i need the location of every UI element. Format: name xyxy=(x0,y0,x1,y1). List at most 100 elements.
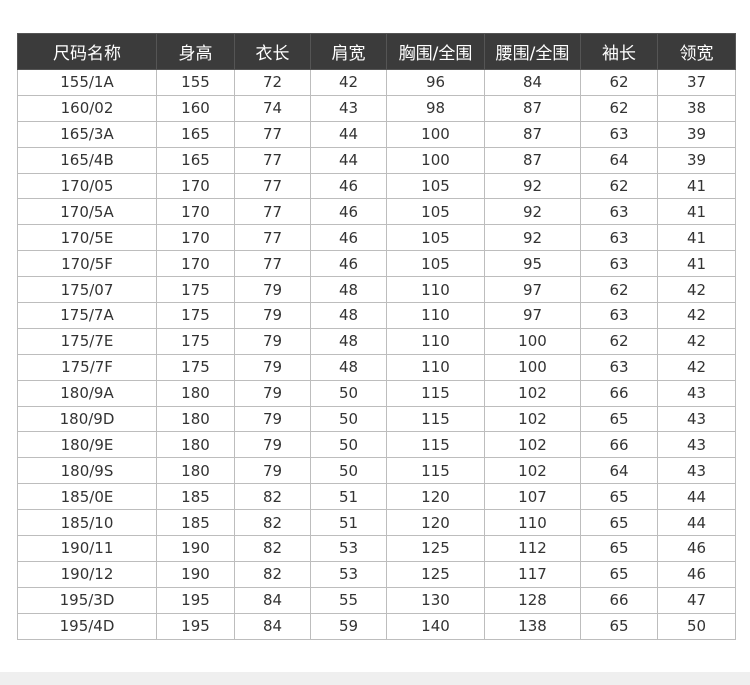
table-cell: 42 xyxy=(657,353,736,381)
table-cell: 175 xyxy=(156,276,235,304)
table-cell: 115 xyxy=(386,379,485,407)
table-cell: 62 xyxy=(580,172,658,200)
table-cell: 180 xyxy=(156,379,235,407)
table-cell: 112 xyxy=(484,535,581,562)
table-cell: 115 xyxy=(386,457,485,485)
table-row: 180/9E 180 79 50 115 102 66 43 xyxy=(17,431,736,459)
table-cell: 110 xyxy=(484,509,581,537)
table-cell: 42 xyxy=(657,327,736,355)
table-cell: 53 xyxy=(310,535,387,562)
table-cell: 97 xyxy=(484,302,581,329)
table-cell: 63 xyxy=(580,120,658,148)
table-cell: 160 xyxy=(156,94,235,122)
table-cell: 53 xyxy=(310,560,387,588)
table-cell: 170 xyxy=(156,198,235,226)
table-cell: 155/1A xyxy=(17,69,157,96)
table-cell: 165 xyxy=(156,120,235,148)
table-cell: 59 xyxy=(310,612,387,640)
table-cell: 180 xyxy=(156,457,235,485)
table-row: 195/4D 195 84 59 140 138 65 50 xyxy=(17,612,736,640)
table-cell: 50 xyxy=(310,405,387,433)
table-cell: 65 xyxy=(580,560,658,588)
table-cell: 41 xyxy=(657,250,736,278)
table-cell: 74 xyxy=(234,94,311,122)
table-cell: 63 xyxy=(580,302,658,329)
table-cell: 46 xyxy=(657,560,736,588)
table-cell: 190 xyxy=(156,560,235,588)
table-cell: 130 xyxy=(386,586,485,614)
table-cell: 170/5F xyxy=(17,250,157,278)
table-cell: 180/9S xyxy=(17,457,157,485)
table-row: 175/7E 175 79 48 110 100 62 42 xyxy=(17,327,736,355)
table-cell: 98 xyxy=(386,94,485,122)
table-cell: 92 xyxy=(484,224,581,252)
table-row: 175/7A 175 79 48 110 97 63 42 xyxy=(17,302,736,329)
table-cell: 125 xyxy=(386,535,485,562)
table-row: 180/9D 180 79 50 115 102 65 43 xyxy=(17,405,736,433)
table-row: 165/4B 165 77 44 100 87 64 39 xyxy=(17,146,736,174)
table-cell: 100 xyxy=(386,146,485,174)
header-row: 尺码名称 身高 衣长 肩宽 胸围/全围 腰围/全围 袖长 领宽 xyxy=(17,33,736,70)
table-cell: 82 xyxy=(234,535,311,562)
table-row: 155/1A 155 72 42 96 84 62 37 xyxy=(17,69,736,96)
table-cell: 175/7E xyxy=(17,327,157,355)
table-cell: 41 xyxy=(657,198,736,226)
table-cell: 77 xyxy=(234,120,311,148)
table-cell: 79 xyxy=(234,353,311,381)
column-header: 肩宽 xyxy=(310,33,387,70)
table-cell: 48 xyxy=(310,327,387,355)
table-cell: 84 xyxy=(234,586,311,614)
table-cell: 180/9E xyxy=(17,431,157,459)
column-header: 袖长 xyxy=(580,33,658,70)
table-cell: 180 xyxy=(156,405,235,433)
table-cell: 43 xyxy=(657,379,736,407)
table-cell: 105 xyxy=(386,224,485,252)
size-chart-table: 尺码名称 身高 衣长 肩宽 胸围/全围 腰围/全围 袖长 领宽 155/1A 155 72 42 96… xyxy=(17,33,736,640)
table-cell: 107 xyxy=(484,483,581,511)
table-cell: 115 xyxy=(386,405,485,433)
table-cell: 42 xyxy=(657,302,736,329)
table-cell: 102 xyxy=(484,457,581,485)
table-cell: 72 xyxy=(234,69,311,96)
table-cell: 120 xyxy=(386,483,485,511)
table-cell: 175 xyxy=(156,353,235,381)
table-cell: 39 xyxy=(657,146,736,174)
table-cell: 115 xyxy=(386,431,485,459)
table-cell: 190/12 xyxy=(17,560,157,588)
bottom-band xyxy=(0,672,750,685)
table-cell: 64 xyxy=(580,457,658,485)
table-cell: 195 xyxy=(156,612,235,640)
table-cell: 84 xyxy=(234,612,311,640)
table-cell: 175 xyxy=(156,302,235,329)
table-cell: 180/9D xyxy=(17,405,157,433)
table-cell: 39 xyxy=(657,120,736,148)
table-row: 170/5A 170 77 46 105 92 63 41 xyxy=(17,198,736,226)
table-cell: 79 xyxy=(234,327,311,355)
table-row: 170/5F 170 77 46 105 95 63 41 xyxy=(17,250,736,278)
table-cell: 46 xyxy=(310,250,387,278)
table-cell: 41 xyxy=(657,172,736,200)
table-cell: 37 xyxy=(657,69,736,96)
table-cell: 46 xyxy=(310,172,387,200)
table-cell: 82 xyxy=(234,560,311,588)
table-cell: 62 xyxy=(580,327,658,355)
table-cell: 165/3A xyxy=(17,120,157,148)
table-cell: 46 xyxy=(310,198,387,226)
table-row: 185/0E 185 82 51 120 107 65 44 xyxy=(17,483,736,511)
table-cell: 95 xyxy=(484,250,581,278)
table-cell: 190/11 xyxy=(17,535,157,562)
column-header: 衣长 xyxy=(234,33,311,70)
table-cell: 165 xyxy=(156,146,235,174)
table-cell: 44 xyxy=(310,146,387,174)
table-cell: 79 xyxy=(234,431,311,459)
table-cell: 64 xyxy=(580,146,658,174)
table-row: 170/05 170 77 46 105 92 62 41 xyxy=(17,172,736,200)
table-cell: 66 xyxy=(580,379,658,407)
table-cell: 160/02 xyxy=(17,94,157,122)
table-cell: 102 xyxy=(484,405,581,433)
table-cell: 65 xyxy=(580,509,658,537)
table-cell: 79 xyxy=(234,276,311,304)
table-cell: 120 xyxy=(386,509,485,537)
table-cell: 190 xyxy=(156,535,235,562)
table-cell: 63 xyxy=(580,224,658,252)
